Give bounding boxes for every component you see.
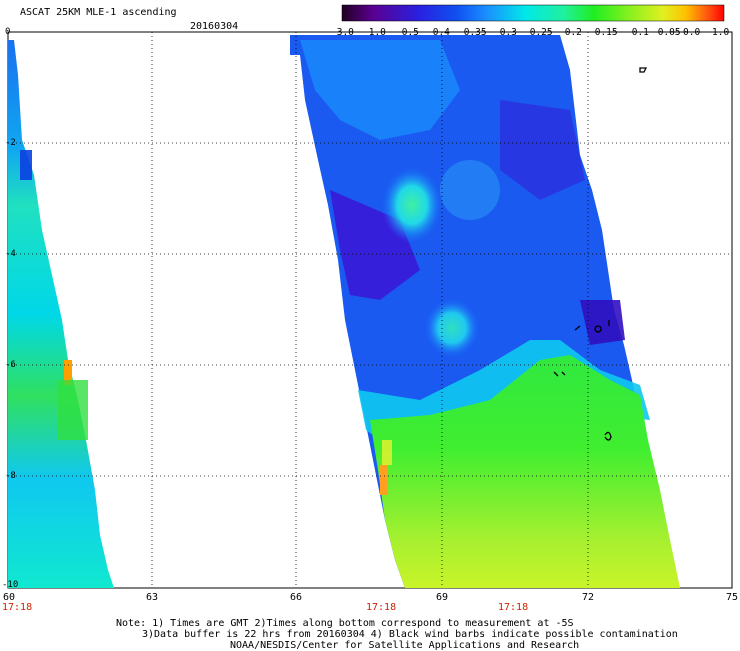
x-tick-label: 75 [726, 592, 739, 603]
x-tick-label: 63 [146, 592, 159, 603]
y-tick-label: -4 [5, 249, 16, 259]
south-hotspot [380, 465, 388, 495]
colorbar-label: -0.5 [396, 27, 419, 38]
footer-note-line2: 3)Data buffer is 22 hrs from 20160304 4)… [142, 629, 678, 640]
eddy-north [382, 167, 442, 243]
time-label: 17:18 [366, 602, 397, 613]
time-label: 17:18 [498, 602, 529, 613]
colorbar [341, 4, 725, 22]
colorbar-label: -0.25 [524, 27, 553, 38]
south-yellow-patch [382, 440, 392, 465]
footer-note-line1: Note: 1) Times are GMT 2)Times along bot… [116, 618, 574, 629]
x-tick-label: 69 [436, 592, 449, 603]
colorbar-label: -0.15 [589, 27, 618, 38]
colorbar-label: -0.05 [652, 27, 681, 38]
eddy-south [424, 298, 480, 358]
x-tick-label: 60 [3, 592, 16, 603]
dark-region-east [500, 100, 585, 200]
colorbar-label: -0.2 [559, 27, 582, 38]
colorbar-label: -0.35 [458, 27, 487, 38]
south-green-region [370, 355, 680, 588]
x-tick-label: 72 [582, 592, 595, 603]
left-green-patch [58, 380, 88, 440]
footer-credit: NOAA/NESDIS/Center for Satellite Applica… [230, 640, 580, 651]
colorbar-label: 1.0 [712, 27, 730, 38]
left-swath [8, 40, 114, 588]
chart-date: 20160304 [190, 21, 239, 32]
swath-layer [8, 35, 680, 588]
colorbar-gradient [341, 4, 725, 22]
dark-spot [580, 300, 625, 345]
y-tick-label: -2 [5, 138, 16, 148]
y-tick-label: -10 [2, 580, 19, 590]
colorbar-label: -1.0 [363, 27, 386, 38]
colorbar-label: 0.0 [683, 27, 701, 38]
colorbar-label: -0.3 [494, 27, 517, 38]
top-light-region [300, 40, 460, 140]
colorbar-label: -3.0 [331, 27, 354, 38]
colorbar-label: -0.4 [427, 27, 450, 38]
eddy-haze [440, 160, 500, 220]
y-tick-label: 0 [5, 27, 11, 37]
left-blue-patch [20, 150, 32, 180]
y-tick-label: -8 [5, 471, 16, 481]
x-tick-label: 66 [290, 592, 303, 603]
colorbar-label: -0.1 [626, 27, 649, 38]
gridlines [8, 32, 732, 588]
wind-barbs [553, 67, 648, 441]
chart-title: ASCAT 25KM MLE-1 ascending [20, 7, 177, 18]
y-tick-label: -6 [5, 360, 16, 370]
left-hotspot [64, 360, 72, 385]
time-label: 17:18 [2, 602, 33, 613]
dark-region-west [330, 190, 420, 300]
